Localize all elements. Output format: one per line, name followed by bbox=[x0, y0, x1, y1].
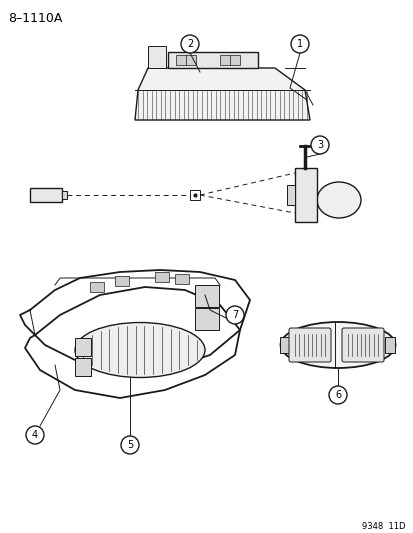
Polygon shape bbox=[135, 68, 309, 120]
Bar bbox=[190, 190, 199, 200]
Text: 7: 7 bbox=[231, 310, 237, 320]
Bar bbox=[90, 282, 104, 292]
Bar bbox=[280, 337, 290, 353]
Circle shape bbox=[310, 136, 328, 154]
Text: 2: 2 bbox=[186, 39, 192, 49]
Text: 3: 3 bbox=[316, 140, 322, 150]
Bar bbox=[154, 272, 169, 282]
Bar bbox=[147, 46, 166, 68]
Bar bbox=[219, 55, 240, 65]
Circle shape bbox=[225, 306, 243, 324]
Text: 8–1110A: 8–1110A bbox=[8, 12, 62, 25]
Bar bbox=[385, 337, 394, 353]
Bar bbox=[168, 52, 257, 68]
Circle shape bbox=[290, 35, 308, 53]
Bar bbox=[115, 276, 129, 286]
Text: 9348  11D: 9348 11D bbox=[362, 522, 405, 531]
Bar bbox=[294, 167, 316, 222]
FancyBboxPatch shape bbox=[341, 328, 383, 362]
Ellipse shape bbox=[75, 322, 204, 377]
Circle shape bbox=[328, 386, 346, 404]
Circle shape bbox=[180, 35, 199, 53]
Bar bbox=[195, 285, 218, 307]
Bar bbox=[75, 338, 91, 356]
Ellipse shape bbox=[316, 182, 360, 218]
Text: 5: 5 bbox=[126, 440, 133, 450]
Bar bbox=[30, 188, 62, 202]
FancyBboxPatch shape bbox=[288, 328, 330, 362]
Bar bbox=[62, 191, 67, 199]
Circle shape bbox=[121, 436, 139, 454]
Bar bbox=[175, 274, 189, 284]
Text: 1: 1 bbox=[296, 39, 302, 49]
Circle shape bbox=[26, 426, 44, 444]
Ellipse shape bbox=[280, 322, 394, 368]
Bar bbox=[75, 358, 91, 376]
Bar bbox=[195, 308, 218, 330]
Bar bbox=[176, 55, 195, 65]
Text: 4: 4 bbox=[32, 430, 38, 440]
Text: 6: 6 bbox=[334, 390, 340, 400]
Bar bbox=[286, 185, 294, 205]
